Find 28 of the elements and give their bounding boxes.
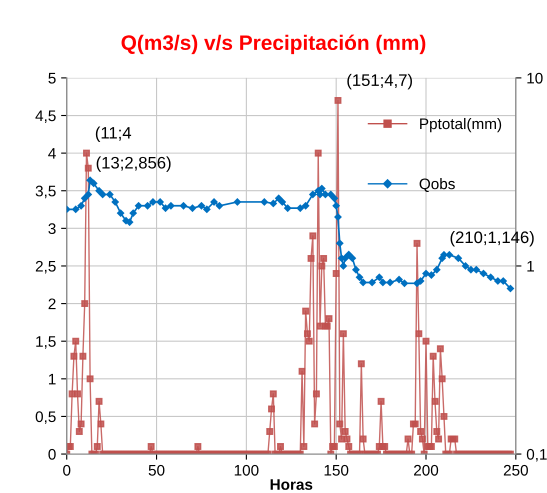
annotation: (11;4 [96,126,132,142]
y-tick-label: 3 [48,223,56,234]
x-tick-label: 100 [234,464,259,476]
annotation: (151;4,7) [347,74,412,90]
y-tick-label: 0,5 [36,411,56,424]
y2-tick-label: 1 [527,261,534,272]
x-tick-label: 150 [324,464,348,476]
y-tick-label: 4 [48,148,56,159]
y-tick-label: 2,5 [36,260,56,274]
y2-tick-label: 10 [527,72,543,84]
x-tick-label: 250 [504,464,528,476]
chart-title: Q(m3/s) v/s Precipitación (mm) [122,34,426,54]
y2-tick-label: 0,1 [526,448,547,462]
y-tick-label: 3,5 [36,186,56,198]
y-tick-label: 2 [48,298,56,310]
legend-label: Qobs [420,178,455,192]
y-tick-label: 1 [48,374,56,384]
legend-label: Pptotal(mm) [420,118,502,132]
data-label: (210;1,146) [450,230,534,246]
y-tick-label: 1,5 [36,336,56,349]
x-tick-label: 0 [63,464,70,476]
x-axis-title: Horas [270,479,312,490]
y-tick-label: 0 [48,448,56,460]
y-tick-label: 4,5 [35,110,56,123]
y-tick-label: 5 [48,72,56,84]
x-tick-label: 50 [148,464,164,476]
x-tick-label: 200 [414,464,438,476]
data-label: (13;2,856) [96,156,171,172]
